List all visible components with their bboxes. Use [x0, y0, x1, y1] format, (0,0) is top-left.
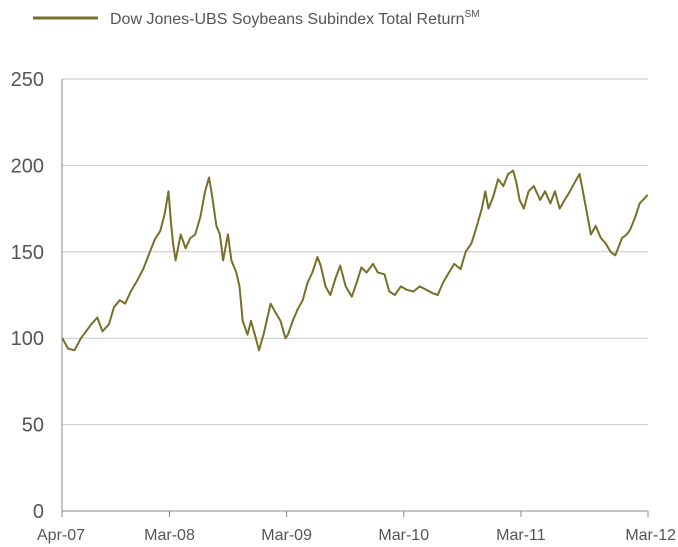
legend-label: Dow Jones-UBS Soybeans Subindex Total Re… — [110, 9, 480, 28]
legend-label-superscript: SM — [465, 9, 480, 20]
x-axis: Apr-07 Mar-08 Mar-09 Mar-10 Mar-11 Mar-12 — [37, 79, 676, 544]
x-tick-label: Mar-09 — [261, 527, 312, 544]
plot-area — [61, 169, 649, 352]
legend: Dow Jones-UBS Soybeans Subindex Total Re… — [33, 9, 480, 28]
y-tick-label: 200 — [11, 155, 44, 177]
x-tick-label: Mar-11 — [496, 527, 546, 544]
y-axis-ticks: 0 50 100 150 200 250 — [11, 69, 44, 523]
gridlines — [62, 78, 648, 426]
y-tick-label: 250 — [11, 69, 44, 91]
x-tick-label: Mar-08 — [144, 527, 195, 544]
series-line — [61, 169, 649, 352]
x-tick-label: Mar-10 — [378, 527, 429, 544]
y-tick-label: 0 — [33, 501, 44, 523]
x-tick-label: Apr-07 — [37, 527, 85, 544]
x-tick-label: Mar-12 — [625, 527, 676, 544]
y-tick-label: 50 — [22, 415, 44, 437]
legend-label-main: Dow Jones-UBS Soybeans Subindex Total Re… — [110, 11, 465, 28]
y-tick-label: 100 — [11, 328, 44, 350]
y-tick-label: 150 — [11, 242, 44, 264]
